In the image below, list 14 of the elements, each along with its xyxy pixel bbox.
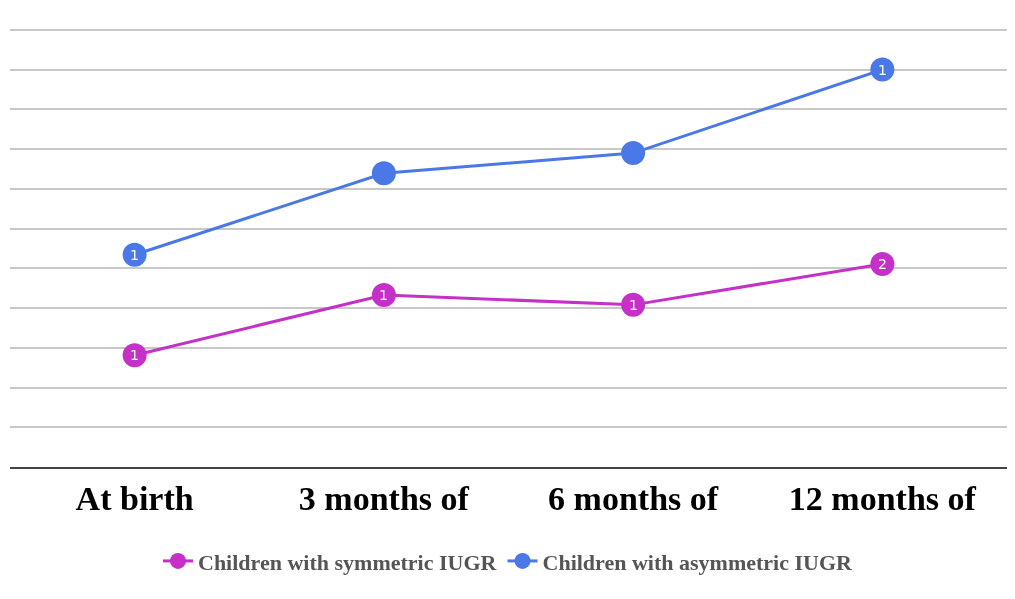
point — [621, 141, 646, 166]
x-tick-label: 12 months of — [788, 479, 977, 517]
annotation: 1 — [878, 62, 887, 78]
legend-label: Children with symmetric IUGR — [198, 549, 498, 575]
annotation: 1 — [379, 287, 388, 303]
annotation: 1 — [629, 297, 638, 313]
annotation: 2 — [878, 256, 887, 272]
annotation: 1 — [130, 247, 139, 263]
annotation: 1 — [130, 347, 139, 363]
x-tick-label: 3 months of — [298, 479, 470, 517]
x-tick-label: At birth — [75, 479, 194, 517]
x-tick-label: 6 months of — [548, 479, 719, 517]
point — [371, 161, 396, 186]
legend-label: Children with asymmetric IUGR — [542, 549, 854, 575]
